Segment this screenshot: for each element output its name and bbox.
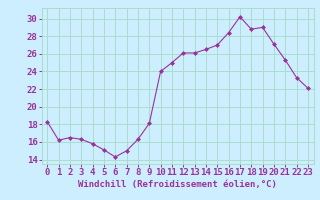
X-axis label: Windchill (Refroidissement éolien,°C): Windchill (Refroidissement éolien,°C): [78, 180, 277, 189]
